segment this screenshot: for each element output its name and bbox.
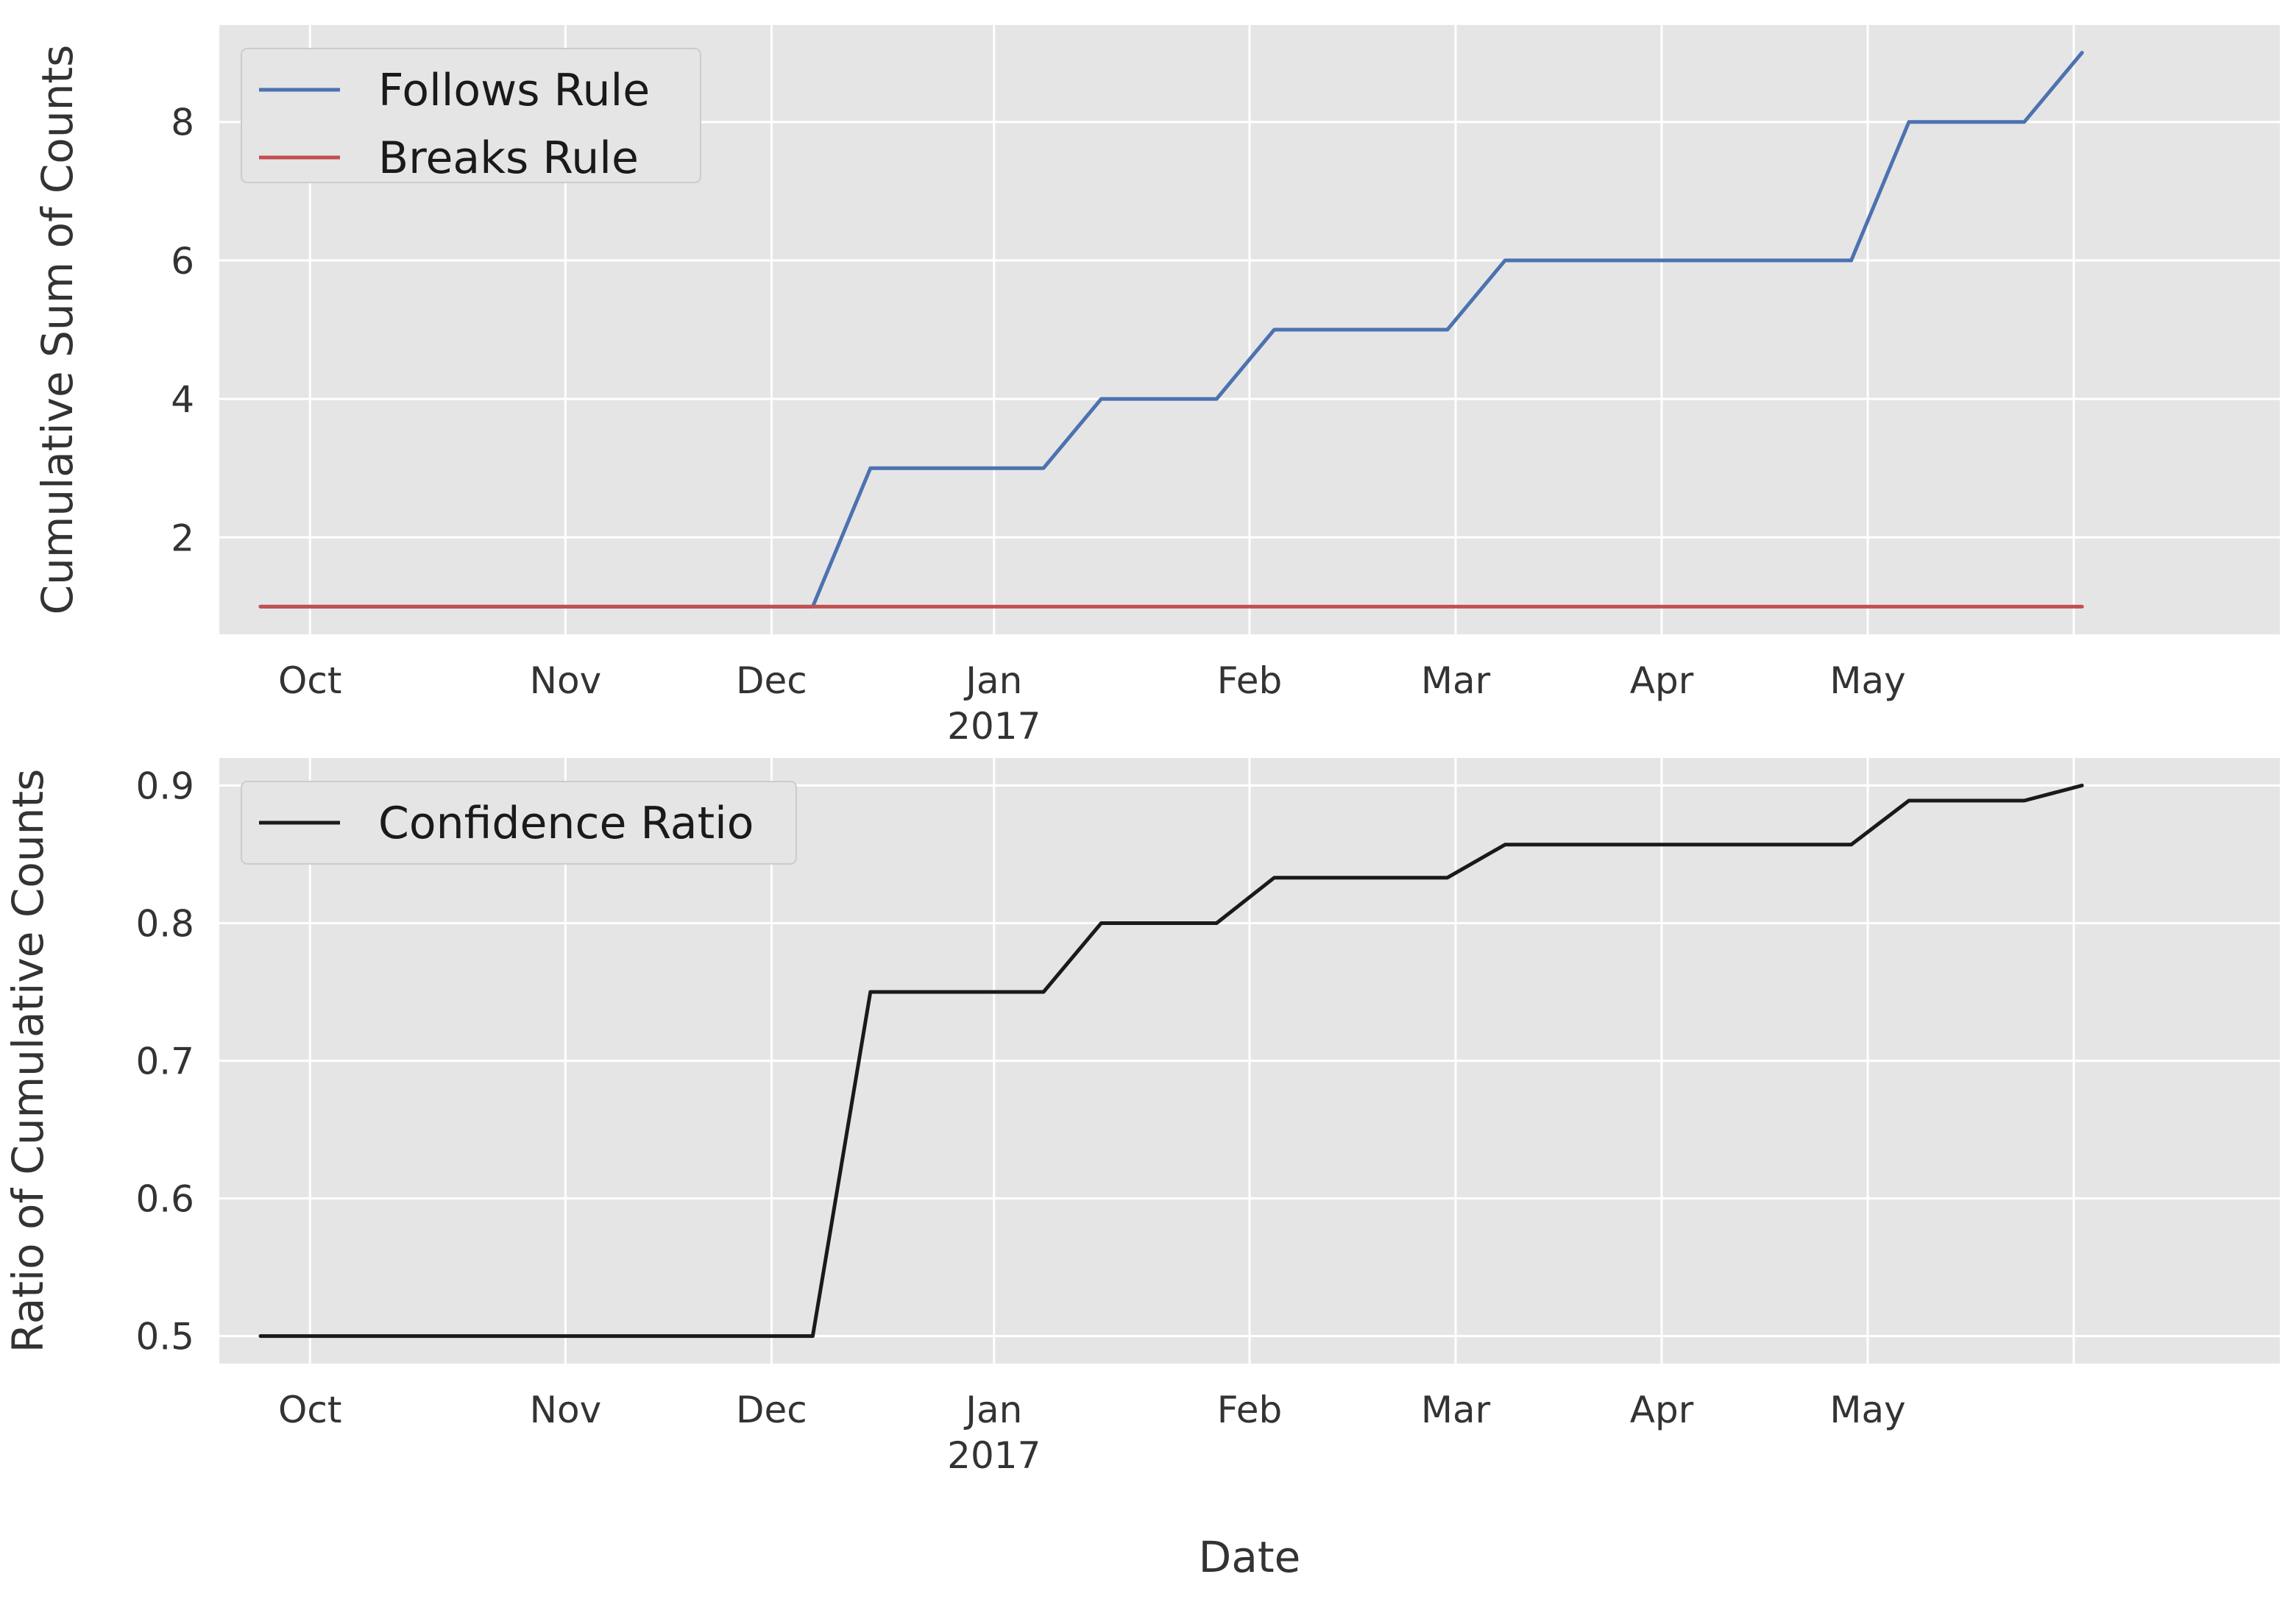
x-tick-label: Apr [1630, 659, 1694, 702]
legend-label: Confidence Ratio [378, 798, 754, 849]
y-tick-label: 2 [171, 517, 194, 559]
x-tick-label: Oct [278, 659, 341, 702]
y-tick-label: 0.5 [135, 1316, 194, 1358]
x-axis-label: Date [1199, 1532, 1301, 1582]
x-tick-label: Dec [736, 659, 807, 702]
x-tick-label: Feb [1217, 1389, 1283, 1431]
x-tick-label: May [1829, 659, 1905, 702]
x-tick-label: Jan [963, 659, 1022, 702]
legend-box [241, 48, 701, 183]
series-line-confidence-ratio [258, 783, 2084, 1339]
x-tick-sublabel: 2017 [947, 1434, 1041, 1477]
y-tick-label: 0.7 [135, 1041, 194, 1083]
y-tick-label: 0.6 [135, 1178, 194, 1221]
y-tick-label: 8 [171, 102, 194, 144]
x-tick-label: Dec [736, 1389, 807, 1431]
x-tick-label: Feb [1217, 659, 1283, 702]
y-axis-label: Cumulative Sum of Counts [32, 45, 82, 615]
y-tick-label: 0.9 [135, 765, 194, 807]
legend: Confidence Ratio [241, 781, 797, 865]
y-tick-label: 4 [171, 378, 194, 421]
x-tick-label: Nov [530, 659, 602, 702]
x-tick-label: Apr [1630, 1389, 1694, 1431]
y-axis-label: Ratio of Cumulative Counts [3, 769, 53, 1353]
y-tick-label: 6 [171, 240, 194, 283]
x-tick-sublabel: 2017 [947, 705, 1041, 748]
x-tick-label: Mar [1421, 659, 1491, 702]
legend-label: Breaks Rule [378, 132, 639, 184]
legend-box [241, 781, 797, 865]
x-tick-label: Nov [530, 1389, 602, 1431]
x-tick-label: Jan [963, 1389, 1022, 1431]
series-line-follows-rule [258, 51, 2084, 609]
legend: Follows Rule Breaks Rule [241, 48, 701, 184]
y-tick-label: 0.8 [135, 902, 194, 945]
x-tick-label: Mar [1421, 1389, 1491, 1431]
x-tick-label: May [1829, 1389, 1905, 1431]
legend-label: Follows Rule [378, 65, 650, 116]
x-tick-label: Oct [278, 1389, 341, 1431]
